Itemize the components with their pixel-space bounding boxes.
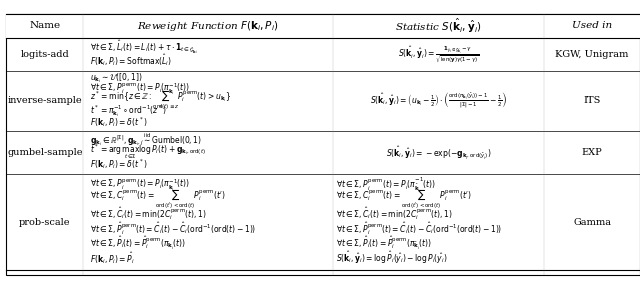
Text: Name: Name [29, 21, 60, 31]
Text: $S(\hat{\mathbf{k}}_i, \hat{\mathbf{y}}_i) = \log \hat{P}_i(\hat{y}_i) - \log P_: $S(\hat{\mathbf{k}}_i, \hat{\mathbf{y}}_… [336, 250, 447, 266]
Text: gumbel-sample: gumbel-sample [7, 148, 83, 157]
Text: $u_{\mathbf{k}_i} \sim \mathcal{U}([0,1])$: $u_{\mathbf{k}_i} \sim \mathcal{U}([0,1]… [90, 72, 142, 85]
Text: Used in: Used in [572, 21, 612, 31]
Text: $F(\mathbf{k}_i, P_i) = \delta(t^*)$: $F(\mathbf{k}_i, P_i) = \delta(t^*)$ [90, 115, 147, 129]
Text: $\forall t \in \Sigma, \hat{P}_i^{\mathrm{perm}}(t) = \hat{C}_i(t) - \hat{C}_i(\: $\forall t \in \Sigma, \hat{P}_i^{\mathr… [336, 220, 502, 237]
Text: $\mathbf{g}_{\mathbf{k}_i} \in \mathbb{R}^{|\Sigma|}, \mathbf{g}_{\mathbf{k}_i,j: $\mathbf{g}_{\mathbf{k}_i} \in \mathbb{R… [90, 131, 202, 148]
Text: $\forall t \in \Sigma, P_i^{\mathrm{perm}}(t) = P_i(\pi_{\mathbf{k}_i}^{-1}(t))$: $\forall t \in \Sigma, P_i^{\mathrm{perm… [90, 81, 189, 98]
Text: Statistic $S(\hat{\mathbf{k}}_i, \hat{\mathbf{y}}_i)$: Statistic $S(\hat{\mathbf{k}}_i, \hat{\m… [395, 17, 482, 35]
Text: EXP: EXP [582, 148, 602, 157]
Text: ITS: ITS [583, 96, 601, 105]
Text: $S(\hat{\mathbf{k}}_i, \hat{\mathbf{y}}_i) = -\exp(-\mathbf{g}_{\mathbf{k}_i, \m: $S(\hat{\mathbf{k}}_i, \hat{\mathbf{y}}_… [385, 144, 492, 161]
Text: $\forall t \in \Sigma, P_i^{\mathrm{perm}}(t) = P_i(\pi_{\hat{\mathbf{k}}_i}^{-1: $\forall t \in \Sigma, P_i^{\mathrm{perm… [336, 175, 436, 194]
Text: $S(\hat{\mathbf{k}}_i, \hat{\mathbf{y}}_i) = \left(u_{\mathbf{k}_i} - \frac{1}{2: $S(\hat{\mathbf{k}}_i, \hat{\mathbf{y}}_… [370, 90, 507, 111]
Bar [6, 14, 640, 38]
Text: $\forall t \in \Sigma, C_i^{\mathrm{perm}}(t) = \sum_{\mathrm{ord}(t') < \mathrm: $\forall t \in \Sigma, C_i^{\mathrm{perm… [336, 187, 472, 211]
Text: $\forall t \in \Sigma, \hat{C}_i(t) = \min(2C_i^{\mathrm{perm}}(t), 1)$: $\forall t \in \Sigma, \hat{C}_i(t) = \m… [336, 205, 452, 223]
Text: $t^* = \pi_{\mathbf{k}_i}^{-1} \circ \mathrm{ord}^{-1}(z^*)$: $t^* = \pi_{\mathbf{k}_i}^{-1} \circ \ma… [90, 103, 166, 119]
Text: prob-scale: prob-scale [19, 217, 70, 226]
Text: $\forall t \in \Sigma, \hat{C}_i(t) = \min(2C_i^{\mathrm{perm}}(t), 1)$: $\forall t \in \Sigma, \hat{C}_i(t) = \m… [90, 205, 206, 223]
Text: KGW, Unigram: KGW, Unigram [556, 50, 628, 59]
Text: inverse-sample: inverse-sample [8, 96, 82, 105]
Text: $\forall t \in \Sigma, P_i^{\mathrm{perm}}(t) = P_i(\pi_{\mathbf{k}_i}^{-1}(t))$: $\forall t \in \Sigma, P_i^{\mathrm{perm… [90, 176, 189, 193]
Text: $\forall t \in \Sigma, \hat{P}_i(t) = \hat{P}_i^{\mathrm{perm}}(\pi_{\mathbf{k}_: $\forall t \in \Sigma, \hat{P}_i(t) = \h… [90, 235, 186, 252]
Text: $F(\mathbf{k}_i, P_i) = \delta(t^*)$: $F(\mathbf{k}_i, P_i) = \delta(t^*)$ [90, 157, 147, 171]
Text: $\forall t \in \Sigma, C_i^{\mathrm{perm}}(t) = \sum_{\mathrm{ord}(t') < \mathrm: $\forall t \in \Sigma, C_i^{\mathrm{perm… [90, 187, 225, 211]
Text: logits-add: logits-add [20, 50, 69, 59]
Text: $\forall t \in \Sigma, \hat{L}_i(t) = L_i(t) + \tau \cdot \mathbf{1}_{t \in \mat: $\forall t \in \Sigma, \hat{L}_i(t) = L_… [90, 38, 197, 56]
Text: $\forall t \in \Sigma, \hat{P}_i(t) = \hat{P}_i^{\mathrm{perm}}(\pi_{\hat{\mathb: $\forall t \in \Sigma, \hat{P}_i(t) = \h… [336, 235, 432, 252]
Text: Gamma: Gamma [573, 217, 611, 226]
Text: $z^* = \min\{z \in \mathbb{Z} : \sum_{\mathrm{ord}(t) \leq z} P_i^{\mathrm{perm}: $z^* = \min\{z \in \mathbb{Z} : \sum_{\m… [90, 88, 230, 112]
Text: $t^* = \arg\max_{t \in \Sigma} \log P_i(t) + \mathbf{g}_{\mathbf{k}_i, \mathrm{o: $t^* = \arg\max_{t \in \Sigma} \log P_i(… [90, 142, 205, 161]
Text: $F(\mathbf{k}_i, P_i) = \hat{P}_i$: $F(\mathbf{k}_i, P_i) = \hat{P}_i$ [90, 250, 134, 266]
Text: Reweight Function $F(\mathbf{k}_i, P_i)$: Reweight Function $F(\mathbf{k}_i, P_i)$ [137, 19, 279, 33]
Text: $F(\mathbf{k}_i, P_i) = \mathrm{Softmax}(\hat{L}_i)$: $F(\mathbf{k}_i, P_i) = \mathrm{Softmax}… [90, 52, 172, 68]
Text: $\forall t \in \Sigma, \hat{P}_i^{\mathrm{perm}}(t) = \hat{C}_i(t) - \hat{C}_i(\: $\forall t \in \Sigma, \hat{P}_i^{\mathr… [90, 220, 256, 237]
Text: $S(\hat{\mathbf{k}}_i, \hat{\mathbf{y}}_i) = \frac{\mathbf{1}_{\hat{y}_i \in \ma: $S(\hat{\mathbf{k}}_i, \hat{\mathbf{y}}_… [398, 44, 479, 65]
